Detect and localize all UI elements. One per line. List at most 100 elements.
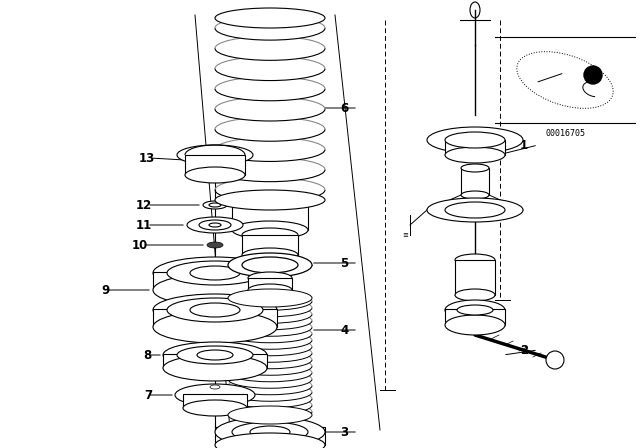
Text: 1: 1 xyxy=(520,138,528,151)
Ellipse shape xyxy=(228,338,312,356)
Bar xyxy=(445,140,505,155)
Bar xyxy=(153,309,277,327)
Ellipse shape xyxy=(232,196,308,214)
Ellipse shape xyxy=(228,351,312,369)
Text: 5: 5 xyxy=(340,257,348,270)
Ellipse shape xyxy=(228,331,312,349)
Ellipse shape xyxy=(228,305,312,323)
Text: 10: 10 xyxy=(132,238,148,251)
Text: ≡: ≡ xyxy=(402,232,408,238)
Ellipse shape xyxy=(228,390,312,408)
Text: 9: 9 xyxy=(102,284,110,297)
Ellipse shape xyxy=(197,350,233,360)
Ellipse shape xyxy=(427,127,523,153)
Bar xyxy=(445,309,505,325)
Ellipse shape xyxy=(185,167,245,183)
Ellipse shape xyxy=(187,217,243,233)
Ellipse shape xyxy=(445,132,505,148)
Ellipse shape xyxy=(209,203,221,207)
Ellipse shape xyxy=(228,377,312,395)
Ellipse shape xyxy=(177,145,253,165)
Ellipse shape xyxy=(215,117,325,141)
Ellipse shape xyxy=(242,228,298,242)
Text: 8: 8 xyxy=(144,349,152,362)
Ellipse shape xyxy=(215,433,325,448)
Ellipse shape xyxy=(215,56,325,81)
Ellipse shape xyxy=(167,298,263,322)
Ellipse shape xyxy=(183,400,247,416)
Ellipse shape xyxy=(163,342,267,368)
Circle shape xyxy=(584,66,602,84)
Bar xyxy=(153,272,277,290)
Ellipse shape xyxy=(228,318,312,336)
Ellipse shape xyxy=(210,385,220,389)
Ellipse shape xyxy=(215,417,325,447)
Ellipse shape xyxy=(215,97,325,121)
Ellipse shape xyxy=(250,426,290,438)
Ellipse shape xyxy=(203,201,227,209)
Bar xyxy=(461,168,489,195)
Ellipse shape xyxy=(232,422,308,442)
Ellipse shape xyxy=(248,284,292,296)
Ellipse shape xyxy=(228,289,312,307)
Ellipse shape xyxy=(455,254,495,266)
Ellipse shape xyxy=(153,274,277,306)
Ellipse shape xyxy=(228,396,312,414)
Text: 00016705: 00016705 xyxy=(545,129,585,138)
Ellipse shape xyxy=(215,138,325,161)
Ellipse shape xyxy=(153,294,277,326)
Ellipse shape xyxy=(228,325,312,343)
Ellipse shape xyxy=(228,344,312,362)
Ellipse shape xyxy=(207,242,223,248)
Text: 11: 11 xyxy=(136,219,152,232)
Ellipse shape xyxy=(215,16,325,40)
Ellipse shape xyxy=(215,158,325,182)
Ellipse shape xyxy=(190,303,240,317)
Ellipse shape xyxy=(228,370,312,388)
Bar xyxy=(248,278,292,290)
Bar xyxy=(455,260,495,295)
Ellipse shape xyxy=(163,355,267,381)
Bar xyxy=(185,155,245,175)
Text: 12: 12 xyxy=(136,198,152,211)
Ellipse shape xyxy=(248,272,292,284)
Bar xyxy=(215,427,325,445)
Ellipse shape xyxy=(228,312,312,330)
Ellipse shape xyxy=(209,223,221,227)
Ellipse shape xyxy=(461,191,489,199)
Bar xyxy=(163,354,267,368)
Bar xyxy=(183,394,247,408)
Ellipse shape xyxy=(190,266,240,280)
Ellipse shape xyxy=(546,351,564,369)
Text: 7: 7 xyxy=(144,388,152,401)
Ellipse shape xyxy=(232,221,308,239)
Ellipse shape xyxy=(153,311,277,343)
Ellipse shape xyxy=(228,357,312,375)
Bar xyxy=(232,205,308,230)
Ellipse shape xyxy=(228,292,312,310)
Ellipse shape xyxy=(228,383,312,401)
Ellipse shape xyxy=(461,164,489,172)
Ellipse shape xyxy=(228,364,312,382)
Ellipse shape xyxy=(175,384,255,406)
Text: 6: 6 xyxy=(340,102,348,115)
Ellipse shape xyxy=(242,248,298,262)
Ellipse shape xyxy=(167,261,263,285)
Bar xyxy=(242,235,298,255)
Text: 2: 2 xyxy=(520,344,528,357)
Ellipse shape xyxy=(457,305,493,315)
Ellipse shape xyxy=(215,8,325,28)
Ellipse shape xyxy=(445,300,505,320)
Ellipse shape xyxy=(215,36,325,60)
Ellipse shape xyxy=(215,190,325,210)
Ellipse shape xyxy=(228,299,312,317)
Ellipse shape xyxy=(228,253,312,277)
Text: 3: 3 xyxy=(340,426,348,439)
Ellipse shape xyxy=(445,147,505,163)
Ellipse shape xyxy=(215,77,325,101)
Ellipse shape xyxy=(455,289,495,301)
Ellipse shape xyxy=(445,315,505,335)
Text: 13: 13 xyxy=(139,151,155,164)
Ellipse shape xyxy=(228,406,312,424)
Ellipse shape xyxy=(153,257,277,289)
